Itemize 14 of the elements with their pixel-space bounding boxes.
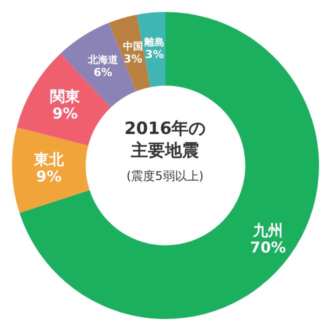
data-label: 70% [250, 238, 286, 256]
text: (震度5弱以上) [126, 168, 204, 185]
data-label: 6% [94, 66, 112, 79]
data-label: 3% [124, 52, 142, 66]
slice-label: 離島 [144, 36, 165, 48]
slice-label: 北海道 [86, 54, 119, 66]
text: 2016年の主要地震 [123, 118, 207, 162]
slice-label: 東北 [32, 150, 65, 169]
data-label: 9% [52, 104, 78, 123]
data-label: 3% [145, 48, 164, 62]
slice-label: 九州 [252, 221, 283, 240]
slice-label: 関東 [50, 88, 82, 106]
data-label: 9% [36, 168, 62, 186]
slice-label: 中国 [122, 40, 143, 53]
